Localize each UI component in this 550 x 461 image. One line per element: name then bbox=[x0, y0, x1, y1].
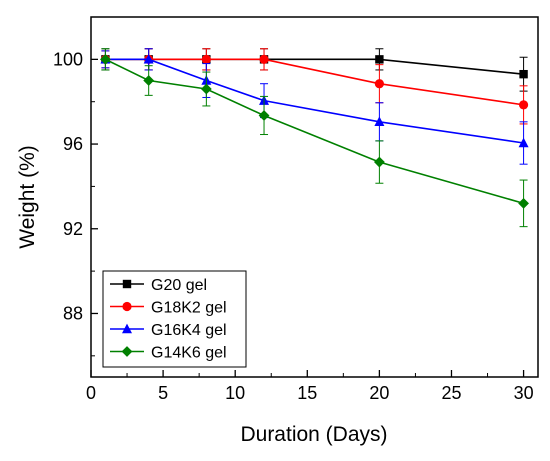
x-axis-label: Duration (Days) bbox=[240, 423, 387, 446]
data-point bbox=[518, 100, 529, 110]
series-group bbox=[100, 48, 529, 228]
data-point bbox=[373, 156, 385, 168]
series-g16k4-gel bbox=[100, 48, 529, 165]
series-line bbox=[105, 58, 524, 205]
legend-item: G14K6 gel bbox=[110, 345, 227, 362]
data-point bbox=[374, 79, 384, 89]
data-point bbox=[100, 53, 111, 65]
x-tick-label: 15 bbox=[297, 383, 317, 403]
data-point bbox=[258, 110, 270, 121]
legend-item: G16K4 gel bbox=[110, 322, 227, 339]
series-g14k6-gel bbox=[100, 48, 529, 228]
data-point bbox=[201, 54, 211, 64]
y-tick-label: 96 bbox=[63, 134, 83, 154]
data-point bbox=[143, 75, 155, 86]
y-tick-label: 100 bbox=[53, 49, 83, 69]
x-tick-label: 20 bbox=[369, 383, 389, 403]
axis-ticks: 0 5 10 15 20 25 30 88 92 96 100 bbox=[53, 49, 534, 403]
y-tick-label: 92 bbox=[63, 219, 83, 239]
series-line bbox=[105, 58, 524, 144]
data-point bbox=[518, 137, 529, 148]
legend-item: G18K2 gel bbox=[110, 300, 227, 317]
legend-marker bbox=[122, 323, 132, 334]
legend-label: G18K2 gel bbox=[151, 300, 227, 317]
legend-marker bbox=[122, 279, 132, 289]
legend: G20 gel G18K2 gel G16K4 gel G14K6 gel bbox=[102, 270, 247, 368]
legend-marker bbox=[122, 301, 132, 312]
data-point bbox=[518, 197, 529, 209]
plot-frame bbox=[90, 16, 539, 378]
legend-label: G20 gel bbox=[151, 277, 207, 294]
x-tick-label: 0 bbox=[86, 383, 96, 403]
x-tick-label: 10 bbox=[225, 383, 245, 403]
y-axis-label: Weight (%) bbox=[16, 145, 39, 248]
data-point bbox=[374, 116, 385, 127]
x-tick-label: 5 bbox=[158, 383, 168, 403]
x-tick-label: 30 bbox=[514, 383, 534, 403]
data-point bbox=[375, 55, 384, 64]
y-tick-label: 88 bbox=[63, 303, 83, 323]
legend-label: G16K4 gel bbox=[151, 322, 227, 339]
x-tick-label: 25 bbox=[441, 383, 461, 403]
data-point bbox=[519, 69, 528, 79]
legend-item: G20 gel bbox=[110, 277, 207, 294]
data-point bbox=[200, 83, 212, 95]
legend-label: G14K6 gel bbox=[151, 345, 227, 362]
data-point bbox=[259, 54, 269, 64]
data-point bbox=[143, 53, 154, 64]
legend-marker bbox=[121, 346, 133, 357]
